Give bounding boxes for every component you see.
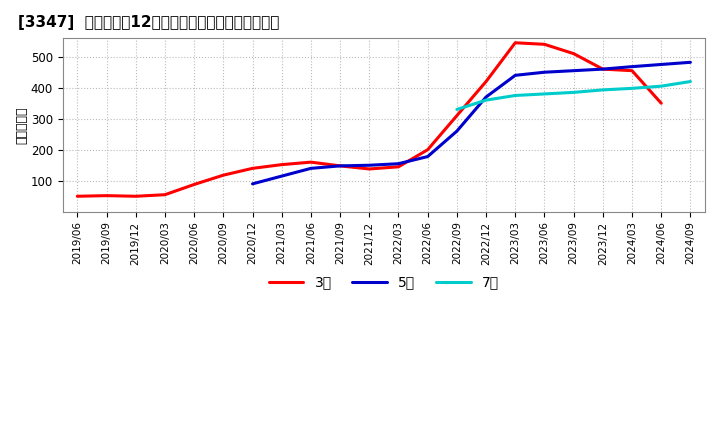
5年 <box>248 181 257 187</box>
3年 <box>190 182 199 187</box>
3年 <box>307 160 315 165</box>
5年 <box>686 60 695 65</box>
3年 <box>598 66 607 72</box>
3年 <box>453 113 462 118</box>
3年 <box>482 79 490 84</box>
7年 <box>657 84 665 89</box>
7年 <box>482 98 490 103</box>
Line: 5年: 5年 <box>253 62 690 184</box>
5年 <box>598 66 607 72</box>
5年 <box>540 70 549 75</box>
5年 <box>365 163 374 168</box>
7年 <box>540 91 549 96</box>
5年 <box>511 73 520 78</box>
3年 <box>102 193 111 198</box>
5年 <box>394 161 402 166</box>
3年 <box>248 166 257 171</box>
5年 <box>277 173 286 179</box>
3年 <box>540 42 549 47</box>
3年 <box>394 164 402 169</box>
5年 <box>628 64 636 69</box>
Legend: 3年, 5年, 7年: 3年, 5年, 7年 <box>263 270 505 295</box>
3年 <box>365 166 374 172</box>
5年 <box>423 154 432 159</box>
7年 <box>453 107 462 112</box>
5年 <box>570 68 578 73</box>
5年 <box>482 95 490 100</box>
5年 <box>307 166 315 171</box>
5年 <box>657 62 665 67</box>
3年 <box>132 194 140 199</box>
3年 <box>657 101 665 106</box>
3年 <box>570 51 578 56</box>
7年 <box>511 93 520 98</box>
Y-axis label: （百万円）: （百万円） <box>15 106 28 144</box>
3年 <box>336 163 344 169</box>
7年 <box>570 90 578 95</box>
3年 <box>628 68 636 73</box>
3年 <box>511 40 520 45</box>
5年 <box>336 163 344 169</box>
3年 <box>219 172 228 178</box>
Text: [3347]  当期純利益12か月移動合計の標準偏差の推移: [3347] 当期純利益12か月移動合計の標準偏差の推移 <box>18 15 279 30</box>
Line: 3年: 3年 <box>77 43 661 196</box>
7年 <box>686 79 695 84</box>
3年 <box>73 194 81 199</box>
3年 <box>277 162 286 167</box>
5年 <box>453 128 462 134</box>
3年 <box>423 147 432 152</box>
7年 <box>628 86 636 91</box>
3年 <box>161 192 169 198</box>
7年 <box>598 87 607 92</box>
Line: 7年: 7年 <box>457 81 690 110</box>
